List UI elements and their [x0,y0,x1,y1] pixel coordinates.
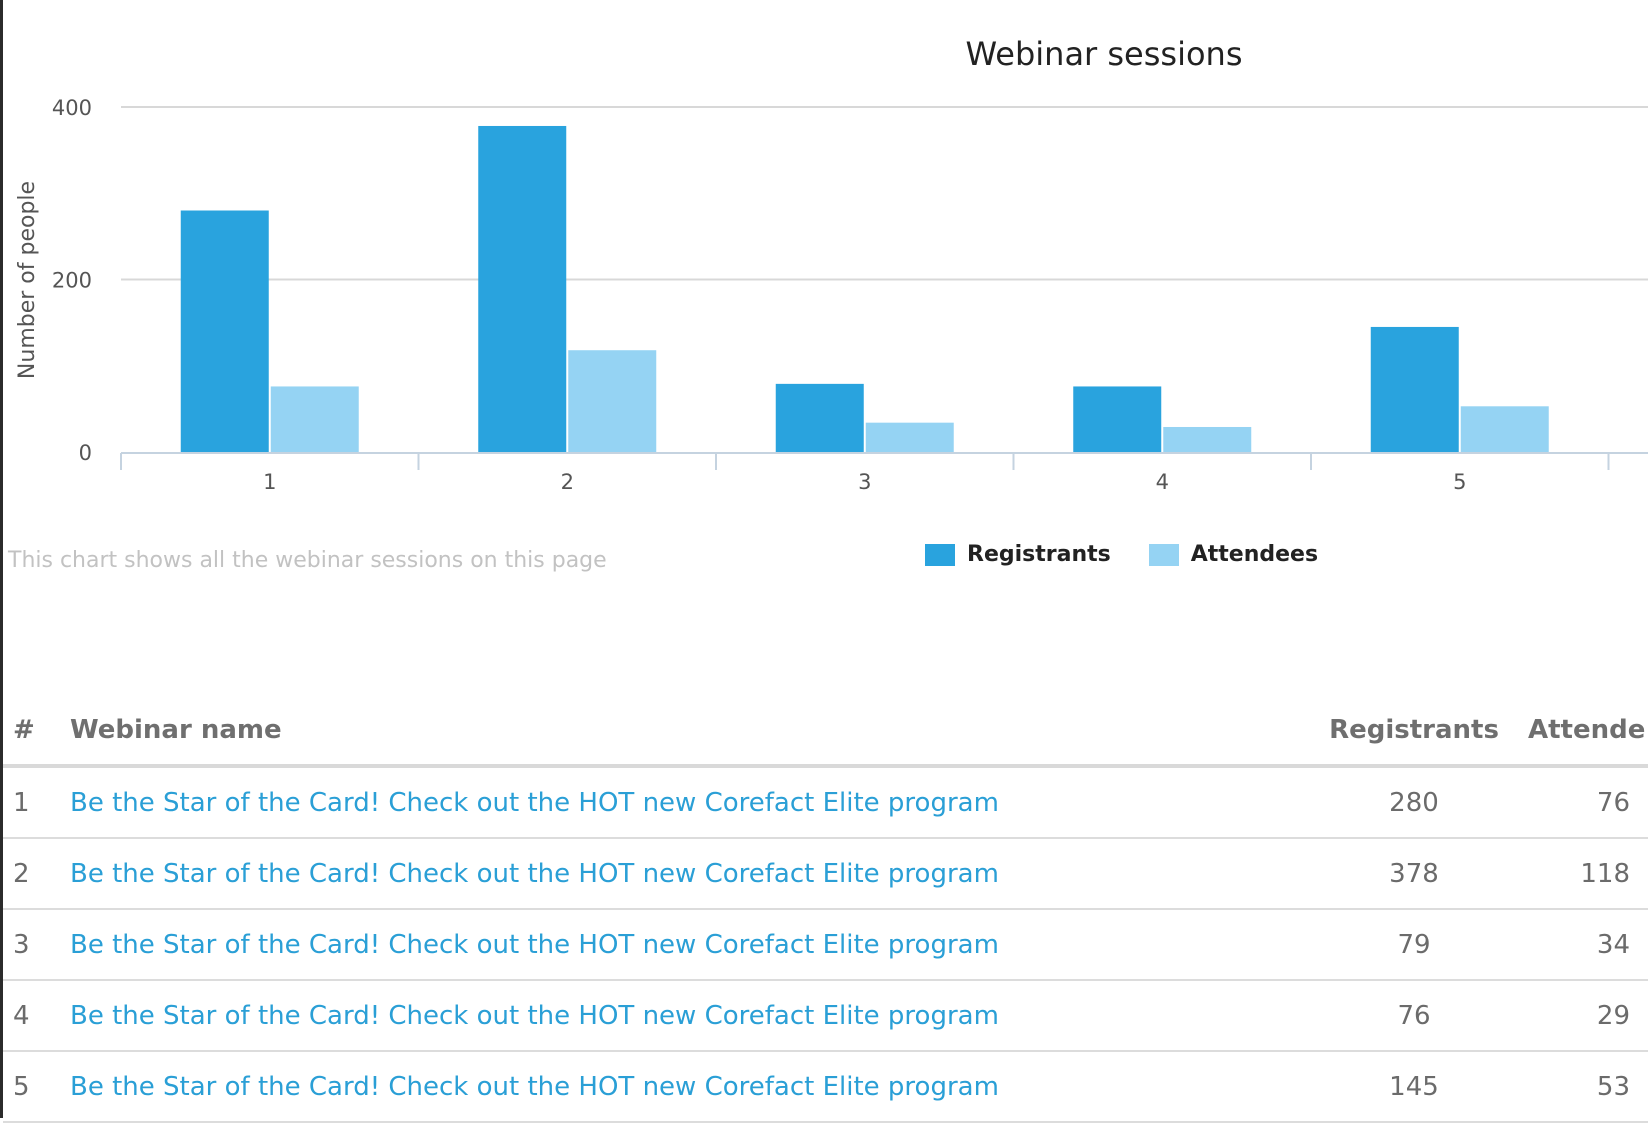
attendees-count: 118 [1528,838,1648,910]
bar-attendees-1[interactable] [270,386,359,452]
registrants-count: 79 [1300,909,1528,981]
table-row: 2 Be the Star of the Card! Check out the… [3,838,1648,910]
bar-registrants-2[interactable] [478,125,567,452]
chart-title: Webinar sessions [966,35,1243,73]
y-tick-label: 0 [79,441,92,465]
x-tick-label: 2 [561,470,574,494]
registrants-count: 145 [1300,1051,1528,1123]
attendees-count: 34 [1528,909,1648,981]
attendees-count: 76 [1528,766,1648,839]
registrants-count: 76 [1300,980,1528,1052]
webinar-name-link[interactable]: Be the Star of the Card! Check out the H… [70,858,999,889]
table-header-row: # Webinar name Registrants Attende [3,696,1648,768]
webinar-name-link[interactable]: Be the Star of the Card! Check out the H… [70,929,999,960]
table-row: 4 Be the Star of the Card! Check out the… [3,980,1648,1052]
x-tick-label: 5 [1453,470,1466,494]
webinar-sessions-chart: Webinar sessions Number of people 0 200 40… [15,35,1648,494]
header-number: # [3,696,70,768]
attendees-count: 29 [1528,980,1648,1052]
row-number: 2 [3,838,70,910]
y-tick-label: 200 [52,269,92,293]
table-row: 5 Be the Star of the Card! Check out the… [3,1051,1648,1123]
bar-registrants-5[interactable] [1370,326,1459,452]
webinar-table: # Webinar name Registrants Attende 1 Be … [3,696,1648,1123]
y-axis-label: Number of people [15,181,40,379]
y-tick-label: 400 [52,96,92,120]
legend-label-registrants: Registrants [967,542,1111,567]
window-left-edge [0,0,3,1118]
x-tick-label: 4 [1156,470,1169,494]
bar-attendees-3[interactable] [865,422,954,452]
webinar-name-link[interactable]: Be the Star of the Card! Check out the H… [70,1071,999,1102]
bar-attendees-2[interactable] [568,350,657,452]
bar-attendees-4[interactable] [1163,426,1252,452]
legend-item-attendees[interactable]: Attendees [1148,542,1319,567]
legend-swatch-registrants [925,543,955,566]
row-number: 3 [3,909,70,981]
legend-swatch-attendees [1148,543,1179,566]
chart-caption: This chart shows all the webinar session… [8,548,607,573]
legend-item-registrants[interactable]: Registrants [925,542,1111,567]
registrants-count: 378 [1300,838,1528,910]
x-tick-label: 3 [858,470,871,494]
legend-label-attendees: Attendees [1190,542,1319,567]
header-attendees[interactable]: Attende [1528,696,1648,768]
row-number: 4 [3,980,70,1052]
header-registrants[interactable]: Registrants [1300,696,1528,768]
table-row: 1 Be the Star of the Card! Check out the… [3,766,1648,839]
webinar-name-link[interactable]: Be the Star of the Card! Check out the H… [70,1000,999,1031]
x-tick-label: 1 [263,470,276,494]
bar-attendees-5[interactable] [1460,406,1549,452]
row-number: 1 [3,766,70,839]
row-number: 5 [3,1051,70,1123]
bar-registrants-4[interactable] [1073,386,1162,452]
registrants-count: 280 [1300,766,1528,839]
attendees-count: 53 [1528,1051,1648,1123]
table-row: 3 Be the Star of the Card! Check out the… [3,909,1648,981]
bar-registrants-1[interactable] [180,210,269,453]
header-webinar-name[interactable]: Webinar name [70,696,1300,768]
chart-legend: Registrants Attendees [925,542,1356,567]
bar-registrants-3[interactable] [775,383,864,452]
webinar-name-link[interactable]: Be the Star of the Card! Check out the H… [70,787,999,818]
